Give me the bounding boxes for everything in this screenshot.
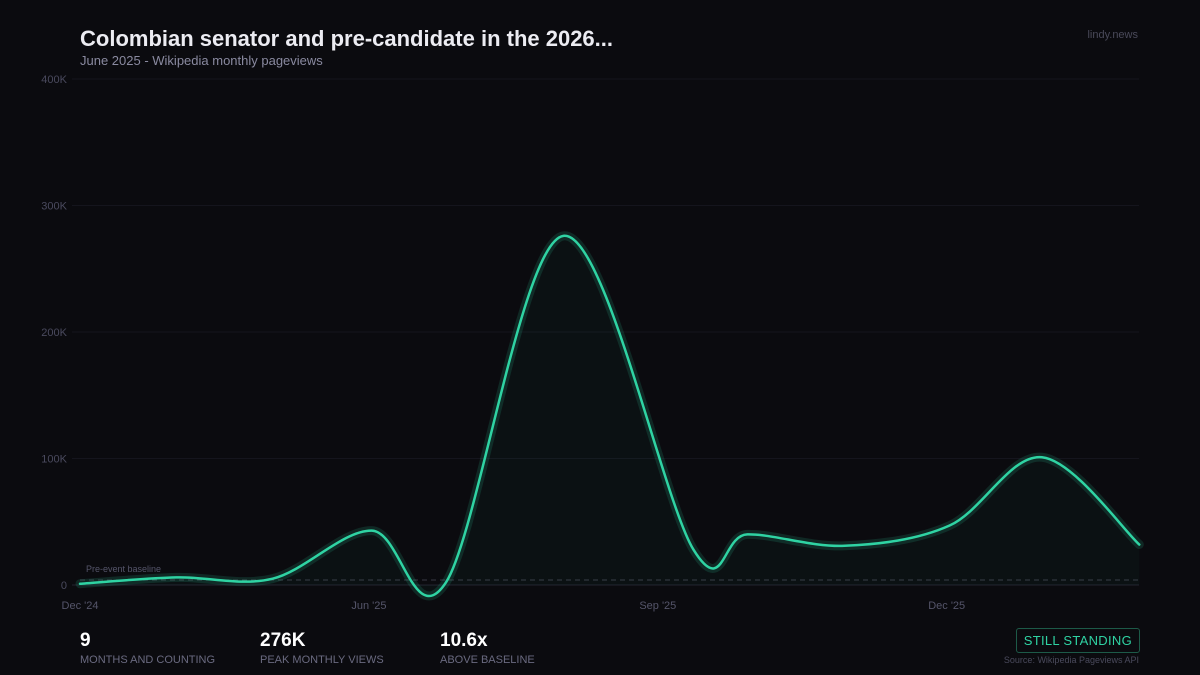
status-badge: STILL STANDING: [1015, 628, 1140, 653]
brand-label: lindy.news: [1087, 29, 1138, 41]
stat-value: 9: [80, 630, 91, 651]
pageviews-chart: 0 100K 200K 300K 400K Dec '24 Jun '25 Sep '25 De…: [41, 74, 1144, 612]
x-tick-label: Dec '24: [62, 600, 99, 612]
chart-subtitle: June 2025 - Wikipedia monthly pageviews: [80, 53, 323, 68]
stat-value: 276K: [260, 630, 306, 651]
baseline-label: Pre-event baseline: [86, 564, 161, 574]
x-tick-label: Sep '25: [639, 600, 676, 612]
y-tick-label: 400K: [41, 74, 67, 86]
stat-label: PEAK MONTHLY VIEWS: [260, 654, 384, 666]
y-tick-label: 100K: [41, 454, 67, 466]
stat-value: 10.6x: [440, 630, 488, 651]
y-tick-label: 300K: [41, 201, 67, 213]
chart-title: Colombian senator and pre-candidate in t…: [80, 26, 614, 51]
stat-baseline: 10.6x ABOVE BASELINE: [440, 630, 535, 666]
stat-label: MONTHS AND COUNTING: [80, 654, 216, 666]
x-tick-label: Jun '25: [351, 600, 386, 612]
source-note: Source: Wikipedia Pageviews API: [1003, 655, 1139, 665]
stat-months: 9 MONTHS AND COUNTING: [80, 630, 215, 666]
stat-peak: 276K PEAK MONTHLY VIEWS: [260, 630, 384, 666]
pageviews-line: [78, 234, 1141, 598]
y-tick-label: 0: [61, 580, 67, 592]
stat-label: ABOVE BASELINE: [440, 654, 535, 666]
x-tick-label: Dec '25: [928, 600, 965, 612]
y-tick-label: 200K: [41, 327, 67, 339]
area-fill: [80, 236, 1139, 596]
